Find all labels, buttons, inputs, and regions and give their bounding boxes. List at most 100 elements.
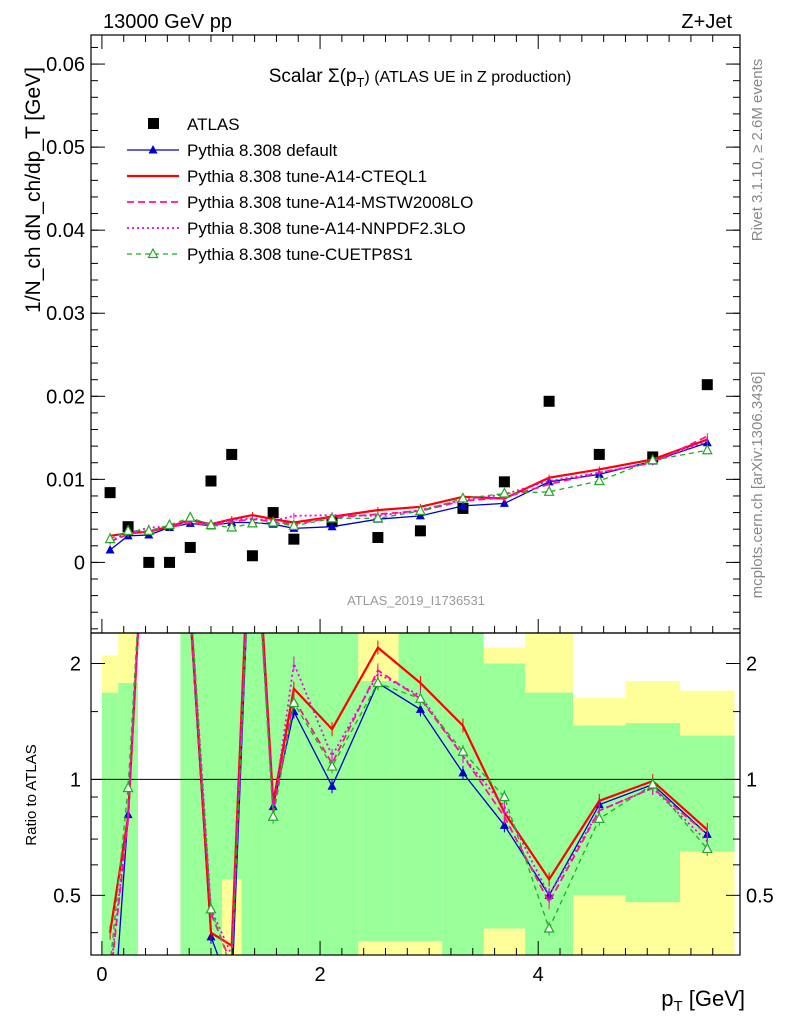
ratio-marker-4-12 [414,692,426,703]
green-band-9 [304,633,359,955]
title-subscript: T [356,75,364,90]
main-panel [104,379,713,568]
atlas-point-2 [143,556,155,568]
main-marker-5-4 [184,511,196,522]
title-prefix: Scalar Σ(p [269,66,357,87]
green-band-4 [200,633,222,955]
ratio-marker-4-9 [288,696,300,708]
ratio-marker-4-11 [372,676,384,688]
main-marker-5-12 [414,504,426,516]
atlas-point-0 [104,487,116,499]
ratio-marker-4-15 [543,922,555,933]
atlas-point-12 [414,525,426,537]
main-ytick-label-5: 0.05 [46,137,85,159]
main-marker-5-18 [701,443,713,455]
main-ytick-label-6: 0.06 [46,54,85,76]
main-marker-5-14 [498,487,510,498]
green-band-16 [625,723,681,903]
main-marker-5-9 [288,519,300,530]
ratio-ytick-label-left-0: 0.5 [53,885,81,907]
atlas-point-18 [701,379,713,391]
ratio-marker-4-13 [457,745,469,756]
legend: ATLAS Pythia 8.308 default Pythia 8.308 tu… [127,115,473,264]
x-axis-label: pT [GeV] [661,986,745,1015]
legend-label-2: Pythia 8.308 tune-A14-CTEQL1 [187,167,427,186]
ratio-ytick-label-right-2: 2 [746,653,757,675]
atlas-point-11 [372,531,384,543]
legend-symbol-atlas [148,118,159,129]
atlas-point-4 [184,541,196,553]
main-marker-5-8 [267,516,279,527]
ratio-ytick-label-right-0: 0.5 [746,885,774,907]
green-band-10 [358,681,399,942]
main-y-axis-label: 1/N_ch dN_ch/dp_T [GeV] [22,67,45,313]
atlas-point-15 [543,395,555,407]
title-suffix: ) (ATLAS UE in Z production) [364,69,571,86]
legend-marker-5 [147,247,159,259]
legend-label-4: Pythia 8.308 tune-A14-NNPDF2.3LO [187,219,466,238]
ratio-ytick-label-right-1: 1 [746,769,757,791]
atlas-point-9 [288,533,300,545]
main-marker-5-6 [226,521,238,532]
main-marker-5-5 [205,518,217,530]
main-ytick-label-3: 0.03 [46,303,85,325]
main-ytick-label-2: 0.02 [46,386,85,408]
rivet-version-label: Rivet 3.1.10, ≥ 2.6M events [749,59,766,242]
main-series-line-5 [109,449,708,540]
x-tick-label-2: 4 [533,964,544,986]
ratio-frame [90,632,741,956]
green-band-6 [241,633,264,955]
main-marker-1-10 [327,521,337,531]
legend-label-0: ATLAS [187,115,240,134]
ratio-marker-4-5 [205,903,217,914]
ratio-marker-4-18 [701,842,713,854]
ratio-marker-4-16 [593,812,605,823]
main-series-line-1 [109,442,708,551]
main-marker-5-0 [104,532,116,544]
ratio-marker-0-13 [458,767,468,777]
x-label-subscript: T [673,998,682,1015]
main-ytick-label-4: 0.04 [46,220,85,242]
ratio-marker-4-8 [267,810,279,821]
legend-label-5: Pythia 8.308 tune-CUETP8S1 [187,245,413,264]
main-marker-5-2 [143,524,155,535]
main-series-line-3 [109,435,708,543]
x-label-suffix: [GeV] [683,986,745,1011]
legend-label-1: Pythia 8.308 default [187,141,338,160]
ratio-marker-4-14 [498,790,510,802]
x-tick-label-0: 0 [96,964,107,986]
analysis-watermark: ATLAS_2019_I1736531 [347,593,485,608]
process-label: Z+Jet [681,11,732,33]
main-ytick-label-1: 0.01 [46,469,85,491]
green-band-12 [442,633,484,955]
panel-frames: 0 0.01 0.02 0.03 0.04 0.05 0.06 0 2 4 0.5 0.5 1 1 2 2 [46,34,774,986]
mcplots-reference-label: mcplots.cern.ch [arXiv:1306.3436] [749,372,766,599]
ratio-marker-4-10 [326,760,338,771]
main-marker-5-1 [122,524,134,535]
collision-label: 13000 GeV pp [103,11,232,33]
atlas-point-8 [267,507,279,519]
ratio-marker-4-1 [122,781,134,793]
main-marker-5-3 [164,518,176,530]
main-marker-5-15 [543,485,555,496]
ratio-marker-0-14 [499,820,509,829]
main-plot-title: Scalar Σ(pT) (ATLAS UE in Z production) [269,66,572,90]
main-marker-5-7 [246,517,258,528]
main-marker-5-13 [457,492,469,503]
green-band-14 [525,692,574,955]
main-marker-5-17 [647,453,659,465]
main-marker-1-13 [458,500,468,510]
main-marker-1-14 [499,498,509,507]
green-band-3 [180,633,201,955]
legend-marker-1 [148,145,158,154]
x-label-prefix: p [661,986,673,1011]
main-ytick-label-0: 0 [74,552,85,574]
atlas-point-16 [593,448,605,460]
ratio-marker-0-12 [415,704,425,713]
main-marker-5-10 [326,512,338,523]
ratio-marker-0-10 [327,781,337,790]
atlas-point-14 [498,476,510,488]
atlas-point-5 [205,475,217,487]
legend-label-3: Pythia 8.308 tune-A14-MSTW2008LO [187,193,473,212]
